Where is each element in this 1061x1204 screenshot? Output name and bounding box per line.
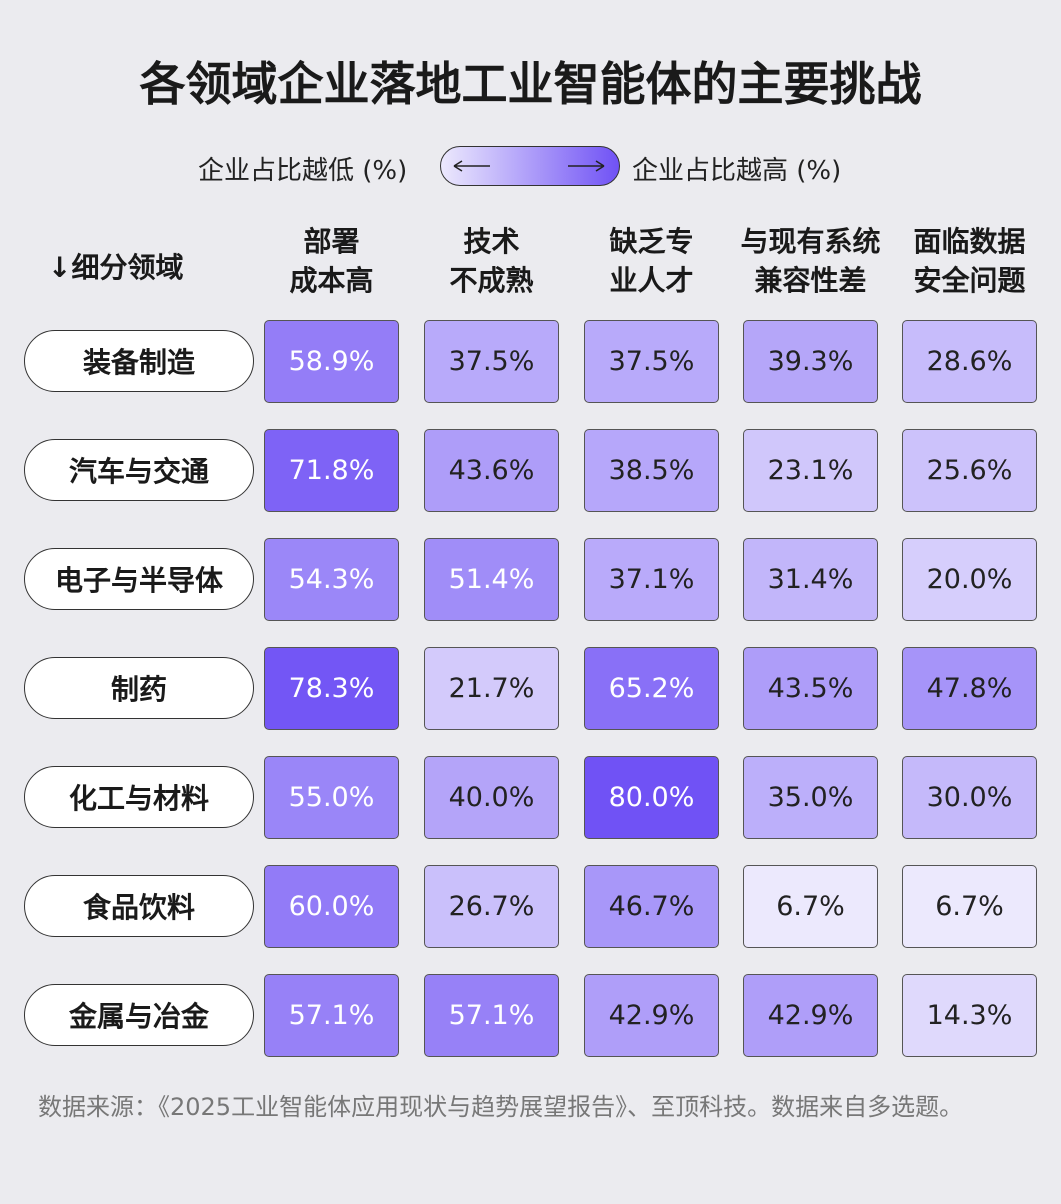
heat-cell: 38.5% [584, 429, 719, 512]
column-header: 面临数据 安全问题 [913, 225, 1026, 297]
value-label: 20.0% [926, 564, 1013, 595]
value-label: 51.4% [448, 564, 535, 595]
value-label: 71.8% [288, 455, 375, 486]
value-label: 40.0% [448, 782, 535, 813]
heat-cell: 21.7% [424, 647, 559, 730]
value-label: 43.6% [448, 455, 535, 486]
heat-cell: 42.9% [584, 974, 719, 1057]
value-label: 58.9% [288, 346, 375, 377]
value-label: 47.8% [926, 673, 1013, 704]
heat-cell: 26.7% [424, 865, 559, 948]
column-header: 技术 不成熟 [449, 225, 534, 297]
heat-cell: 60.0% [264, 865, 399, 948]
value-label: 6.7% [776, 891, 845, 922]
heat-cell: 80.0% [584, 756, 719, 839]
value-label: 42.9% [767, 1000, 854, 1031]
column-header: 部署 成本高 [289, 225, 374, 297]
value-label: 55.0% [288, 782, 375, 813]
heat-cell: 37.1% [584, 538, 719, 621]
heat-cell: 6.7% [743, 865, 878, 948]
heat-cell: 43.5% [743, 647, 878, 730]
column-header: 缺乏专 业人才 [609, 225, 694, 297]
heat-cell: 31.4% [743, 538, 878, 621]
value-label: 54.3% [288, 564, 375, 595]
heat-cell: 37.5% [584, 320, 719, 403]
value-label: 23.1% [767, 455, 854, 486]
value-label: 35.0% [767, 782, 854, 813]
value-label: 60.0% [288, 891, 375, 922]
value-label: 43.5% [767, 673, 854, 704]
heat-cell: 51.4% [424, 538, 559, 621]
heat-cell: 65.2% [584, 647, 719, 730]
row-label: 食品饮料 [24, 875, 254, 937]
heat-cell: 20.0% [902, 538, 1037, 621]
value-label: 46.7% [608, 891, 695, 922]
heat-cell: 6.7% [902, 865, 1037, 948]
row-label: 汽车与交通 [24, 439, 254, 501]
heat-cell: 57.1% [424, 974, 559, 1057]
heat-cell: 46.7% [584, 865, 719, 948]
row-label: 化工与材料 [24, 766, 254, 828]
value-label: 6.7% [935, 891, 1004, 922]
heat-cell: 30.0% [902, 756, 1037, 839]
heat-cell: 39.3% [743, 320, 878, 403]
value-label: 37.1% [608, 564, 695, 595]
heat-cell: 43.6% [424, 429, 559, 512]
source-note: 数据来源：《2025工业智能体应用现状与趋势展望报告》、至顶科技。数据来自多选题… [38, 1093, 964, 1121]
value-label: 57.1% [288, 1000, 375, 1031]
value-label: 78.3% [288, 673, 375, 704]
value-label: 42.9% [608, 1000, 695, 1031]
value-label: 25.6% [926, 455, 1013, 486]
legend-high: 企业占比越高 (%) [632, 156, 842, 186]
column-header: 与现有系统 兼容性差 [740, 225, 881, 297]
heat-cell: 23.1% [743, 429, 878, 512]
heat-cell: 55.0% [264, 756, 399, 839]
value-label: 57.1% [448, 1000, 535, 1031]
row-header: ↓细分领域 [48, 251, 184, 284]
value-label: 37.5% [608, 346, 695, 377]
heat-cell: 25.6% [902, 429, 1037, 512]
legend-gradient [440, 146, 620, 186]
row-label: 装备制造 [24, 330, 254, 392]
heat-cell: 58.9% [264, 320, 399, 403]
row-label: 制药 [24, 657, 254, 719]
heat-cell: 78.3% [264, 647, 399, 730]
title: 各领域企业落地工业智能体的主要挑战 [139, 57, 922, 111]
value-label: 30.0% [926, 782, 1013, 813]
heat-cell: 71.8% [264, 429, 399, 512]
heat-cell: 35.0% [743, 756, 878, 839]
heat-cell: 47.8% [902, 647, 1037, 730]
value-label: 65.2% [608, 673, 695, 704]
row-label: 金属与冶金 [24, 984, 254, 1046]
value-label: 37.5% [448, 346, 535, 377]
heat-cell: 37.5% [424, 320, 559, 403]
heat-cell: 57.1% [264, 974, 399, 1057]
legend-arrows [453, 160, 605, 172]
value-label: 80.0% [608, 782, 695, 813]
value-label: 39.3% [767, 346, 854, 377]
value-label: 31.4% [767, 564, 854, 595]
heat-cell: 40.0% [424, 756, 559, 839]
value-label: 38.5% [608, 455, 695, 486]
value-label: 26.7% [448, 891, 535, 922]
value-label: 14.3% [926, 1000, 1013, 1031]
value-label: 21.7% [448, 673, 535, 704]
heat-cell: 28.6% [902, 320, 1037, 403]
legend-low: 企业占比越低 (%) [198, 156, 408, 186]
heat-cell: 42.9% [743, 974, 878, 1057]
value-label: 28.6% [926, 346, 1013, 377]
row-label: 电子与半导体 [24, 548, 254, 610]
heat-cell: 14.3% [902, 974, 1037, 1057]
heat-cell: 54.3% [264, 538, 399, 621]
